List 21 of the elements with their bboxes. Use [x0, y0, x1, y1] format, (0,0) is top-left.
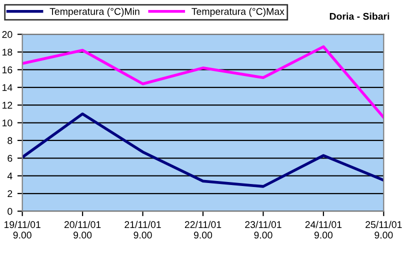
legend-label: Temperatura (°C)Max — [192, 8, 284, 17]
y-tick-label: 18 — [2, 48, 12, 56]
y-tick-label: 2 — [8, 190, 12, 198]
y-tick-label: 14 — [2, 84, 12, 91]
y-tick-label: 4 — [7, 172, 12, 180]
x-tick-label: 23/11/01 9.00 — [245, 220, 282, 239]
legend-label: Temperatura (°C)Min — [50, 8, 140, 17]
x-tick-label: 25/11/01 9.00 — [366, 220, 402, 239]
y-tick-label: 10 — [2, 119, 12, 126]
y-tick-label: 20 — [2, 31, 12, 38]
chart-title: Doria - Sibari — [330, 12, 390, 20]
x-tick-label: 24/11/01 9.00 — [305, 220, 342, 239]
x-tick-label: 21/11/01 9.00 — [124, 220, 161, 239]
x-tick-label: 19/11/01 9.00 — [4, 220, 40, 239]
y-tick-label: 16 — [2, 66, 12, 74]
y-tick-label: 6 — [8, 154, 12, 162]
y-tick-label: 8 — [8, 137, 12, 144]
y-tick-label: 12 — [2, 102, 12, 109]
y-tick-label: 0 — [8, 208, 12, 215]
x-tick-label: 22/11/01 9.00 — [184, 220, 222, 239]
x-tick-label: 20/11/01 9.00 — [64, 220, 101, 239]
